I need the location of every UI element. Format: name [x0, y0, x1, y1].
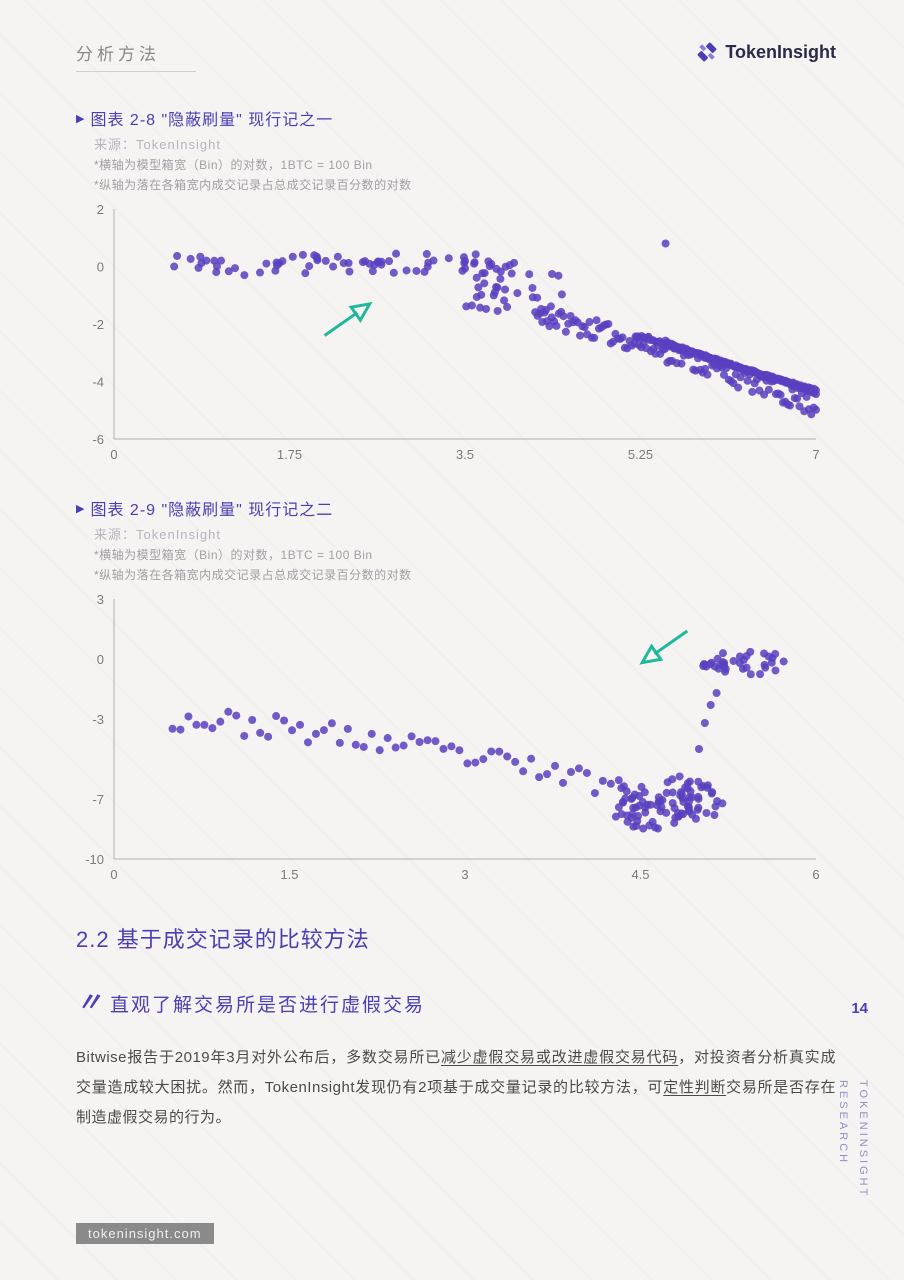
svg-text:1.5: 1.5: [280, 867, 298, 882]
svg-text:3.5: 3.5: [456, 447, 474, 462]
svg-text:0: 0: [97, 260, 104, 275]
svg-text:0: 0: [110, 867, 117, 882]
chart-2-9-scatter: 0 1.5 3 4.5 6 -10 -7 -3 0 3: [66, 589, 826, 889]
side-label-2: RESEARCH: [837, 1080, 849, 1165]
svg-text:2: 2: [97, 202, 104, 217]
header: 分析方法 TokenInsight: [76, 40, 836, 72]
body-paragraph: Bitwise报告于2019年3月对外公布后，多数交易所已减少虚假交易或改进虚假…: [76, 1043, 836, 1133]
triangle-icon: ▶: [76, 112, 84, 125]
svg-text:0: 0: [97, 652, 104, 667]
svg-text:-7: -7: [92, 792, 104, 807]
svg-text:-6: -6: [92, 432, 104, 447]
svg-text:7: 7: [812, 447, 819, 462]
chart-2-8-block: ▶ 图表 2-8 "隐蔽刷量" 现行记之一 来源：TokenInsight *横…: [76, 106, 836, 474]
logo-icon: [695, 40, 719, 64]
logo-text: TokenInsight: [725, 42, 836, 63]
triangle-icon: ▶: [76, 502, 84, 515]
svg-text:0: 0: [110, 447, 117, 462]
chart-2-8-title: 图表 2-8 "隐蔽刷量" 现行记之一: [90, 106, 333, 130]
chart-2-8-scatter: 0 1.75 3.5 5.25 7 -6 -4 -2 0 2: [66, 199, 826, 469]
quote-row: 〃 直观了解交易所是否进行虚假交易: [76, 982, 836, 1019]
svg-text:6: 6: [812, 867, 819, 882]
svg-text:1.75: 1.75: [277, 447, 302, 462]
chart-2-8-note2: *纵轴为落在各箱宽内成交记录占总成交记录百分数的对数: [94, 176, 836, 193]
svg-text:-3: -3: [92, 712, 104, 727]
svg-text:-4: -4: [92, 375, 104, 390]
chart-2-8-note1: *横轴为模型箱宽（Bin）的对数，1BTC = 100 Bin: [94, 156, 836, 173]
svg-text:-10: -10: [85, 852, 104, 867]
svg-text:-2: -2: [92, 317, 104, 332]
brand-logo: TokenInsight: [695, 40, 836, 64]
page-number: 14: [851, 1000, 868, 1017]
svg-text:5.25: 5.25: [628, 447, 653, 462]
chart-2-8-source: 来源：TokenInsight: [94, 134, 836, 153]
page-content: 分析方法 TokenInsight ▶ 图表 2-8 "隐蔽刷量" 现行记之一 …: [76, 40, 836, 1133]
svg-text:3: 3: [97, 592, 104, 607]
chart-2-9-block: ▶ 图表 2-9 "隐蔽刷量" 现行记之二 来源：TokenInsight *横…: [76, 496, 836, 894]
side-label: TOKENINSIGHT RESEARCH: [832, 1080, 872, 1198]
chart-2-9-note2: *纵轴为落在各箱宽内成交记录占总成交记录百分数的对数: [94, 566, 836, 583]
svg-text:3: 3: [461, 867, 468, 882]
side-label-1: TOKENINSIGHT: [857, 1080, 869, 1198]
quote-mark-icon: 〃: [76, 982, 102, 1019]
footer-url: tokeninsight.com: [76, 1223, 214, 1244]
chart-2-9-note1: *横轴为模型箱宽（Bin）的对数，1BTC = 100 Bin: [94, 546, 836, 563]
chart-2-9-source: 来源：TokenInsight: [94, 524, 836, 543]
chart-2-9-title: 图表 2-9 "隐蔽刷量" 现行记之二: [90, 496, 333, 520]
section-label: 分析方法: [76, 40, 196, 72]
quote-text: 直观了解交易所是否进行虚假交易: [110, 990, 425, 1017]
section-2-2-heading: 2.2 基于成交记录的比较方法: [76, 922, 836, 954]
svg-text:4.5: 4.5: [631, 867, 649, 882]
